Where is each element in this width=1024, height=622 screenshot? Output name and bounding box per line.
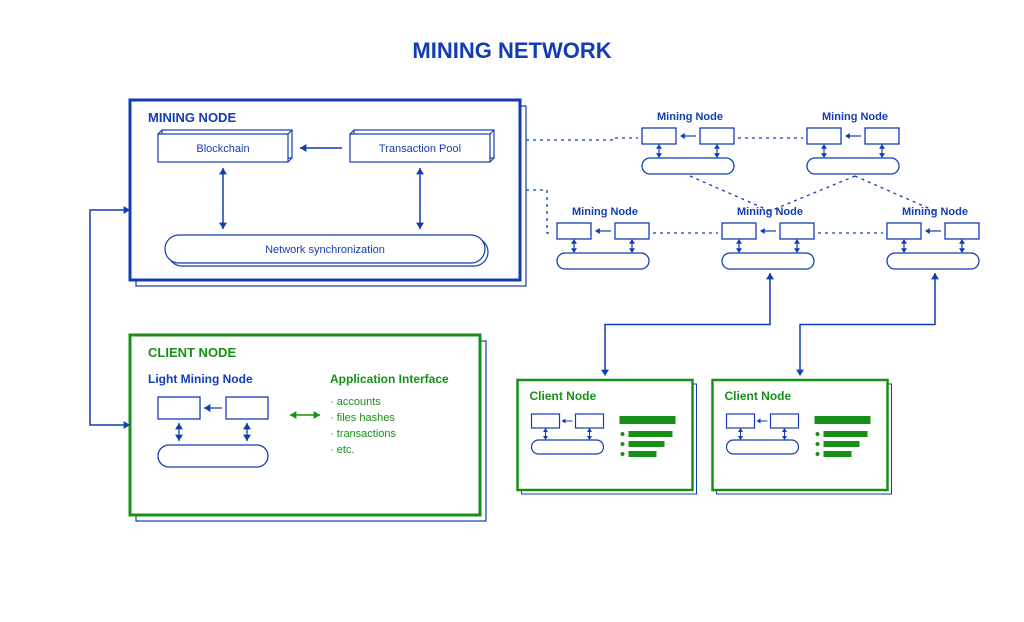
mini-client-label: Client Node [725,389,792,403]
mini-client-label: Client Node [530,389,597,403]
mini-capsule [158,445,268,467]
mini-box [226,397,268,419]
solid-connector [800,273,935,374]
mini-mining-node: Mining Node [722,206,814,269]
mining-client-connector [90,210,130,425]
diagram-title: MINING NETWORK [412,38,611,63]
mini-mining-label: Mining Node [737,206,803,218]
list-bar-icon [815,416,871,424]
list-bar-icon [620,416,676,424]
dotted-connector [770,176,855,211]
mini-mining-node: Mining Node [807,111,899,174]
app-list-item: · transactions [330,428,397,440]
mini-mining-label: Mining Node [902,206,968,218]
mini-mining-label: Mining Node [822,111,888,123]
client-node-box [130,335,480,515]
app-list-item: · accounts [330,396,381,408]
dotted-connector [526,190,553,233]
app-list-item: · files hashes [330,412,395,424]
blockchain-label: Blockchain [196,143,249,155]
mini-mining-node: Mining Node [642,111,734,174]
app-list-item: · etc. [330,444,354,456]
mini-mining-label: Mining Node [572,206,638,218]
mini-mining-label: Mining Node [657,111,723,123]
mini-box [158,397,200,419]
light-mining-label: Light Mining Node [148,372,253,386]
mini-mining-node: Mining Node [557,206,649,269]
app-interface-label: Application Interface [330,372,449,386]
transaction-pool-label: Transaction Pool [379,143,461,155]
network-sync-label: Network synchronization [265,244,385,256]
mining-node-label: MINING NODE [148,110,236,125]
solid-connector [605,273,770,374]
mini-mining-node: Mining Node [887,206,979,269]
diagram-canvas: MINING NETWORK MINING NODE Blockchain Trans… [0,0,1024,622]
dotted-connector [526,138,638,140]
client-node-label: CLIENT NODE [148,345,236,360]
